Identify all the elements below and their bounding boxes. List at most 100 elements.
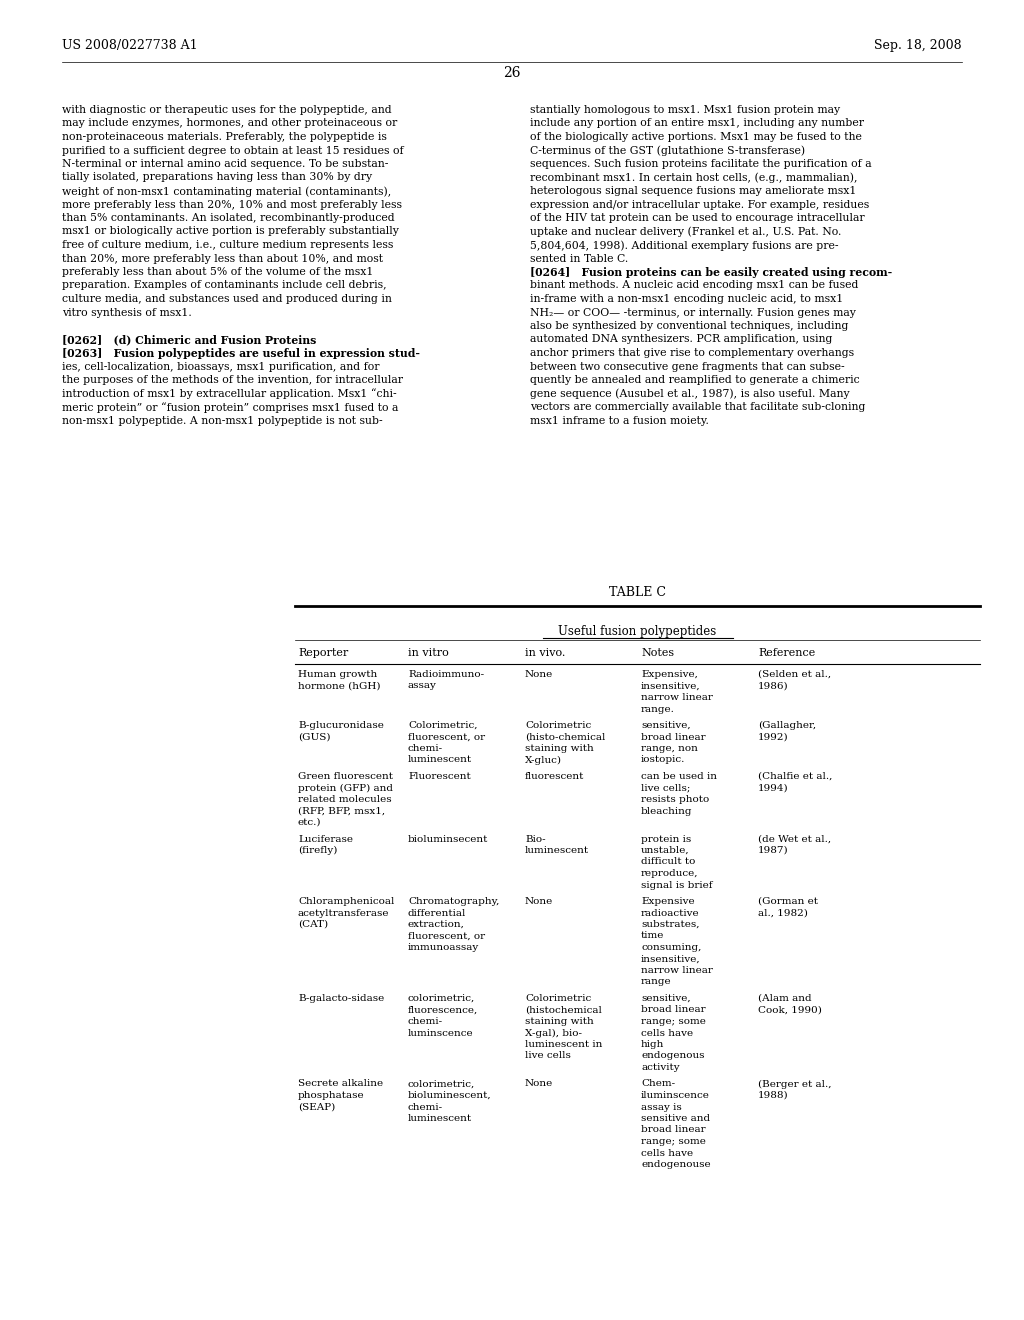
- Text: protein is: protein is: [641, 834, 691, 843]
- Text: X-gluc): X-gluc): [525, 755, 562, 764]
- Text: in-frame with a non-msx1 encoding nucleic acid, to msx1: in-frame with a non-msx1 encoding nuclei…: [530, 294, 843, 304]
- Text: include any portion of an entire msx1, including any number: include any portion of an entire msx1, i…: [530, 119, 864, 128]
- Text: sensitive and: sensitive and: [641, 1114, 710, 1123]
- Text: live cells: live cells: [525, 1052, 570, 1060]
- Text: range.: range.: [641, 705, 675, 714]
- Text: assay is: assay is: [641, 1102, 682, 1111]
- Text: Colorimetric: Colorimetric: [525, 994, 591, 1003]
- Text: tially isolated, preparations having less than 30% by dry: tially isolated, preparations having les…: [62, 173, 372, 182]
- Text: [0262]   (d) Chimeric and Fusion Proteins: [0262] (d) Chimeric and Fusion Proteins: [62, 334, 316, 346]
- Text: signal is brief: signal is brief: [641, 880, 713, 890]
- Text: fluorescence,: fluorescence,: [408, 1006, 478, 1015]
- Text: [0263]   Fusion polypeptides are useful in expression stud-: [0263] Fusion polypeptides are useful in…: [62, 348, 420, 359]
- Text: (Alam and: (Alam and: [758, 994, 812, 1003]
- Text: (histo-chemical: (histo-chemical: [525, 733, 605, 742]
- Text: may include enzymes, hormones, and other proteinaceous or: may include enzymes, hormones, and other…: [62, 119, 397, 128]
- Text: (Gorman et: (Gorman et: [758, 898, 818, 906]
- Text: between two consecutive gene fragments that can subse-: between two consecutive gene fragments t…: [530, 362, 845, 371]
- Text: Expensive,: Expensive,: [641, 671, 698, 678]
- Text: US 2008/0227738 A1: US 2008/0227738 A1: [62, 40, 198, 51]
- Text: stantially homologous to msx1. Msx1 fusion protein may: stantially homologous to msx1. Msx1 fusi…: [530, 106, 840, 115]
- Text: expression and/or intracellular uptake. For example, residues: expression and/or intracellular uptake. …: [530, 199, 869, 210]
- Text: NH₂— or COO— -terminus, or internally. Fusion genes may: NH₂— or COO— -terminus, or internally. F…: [530, 308, 856, 318]
- Text: range; some: range; some: [641, 1016, 706, 1026]
- Text: staining with: staining with: [525, 744, 594, 752]
- Text: than 5% contaminants. An isolated, recombinantly-produced: than 5% contaminants. An isolated, recom…: [62, 213, 394, 223]
- Text: B-glucuronidase: B-glucuronidase: [298, 721, 384, 730]
- Text: fluorescent, or: fluorescent, or: [408, 733, 485, 742]
- Text: chemi-: chemi-: [408, 1016, 443, 1026]
- Text: colorimetric,: colorimetric,: [408, 994, 475, 1003]
- Text: Expensive: Expensive: [641, 898, 694, 906]
- Text: automated DNA synthesizers. PCR amplification, using: automated DNA synthesizers. PCR amplific…: [530, 334, 833, 345]
- Text: hormone (hGH): hormone (hGH): [298, 681, 381, 690]
- Text: Secrete alkaline: Secrete alkaline: [298, 1080, 383, 1089]
- Text: time: time: [641, 932, 665, 940]
- Text: reproduce,: reproduce,: [641, 869, 698, 878]
- Text: chemi-: chemi-: [408, 744, 443, 752]
- Text: None: None: [525, 898, 553, 906]
- Text: endogenous: endogenous: [641, 1052, 705, 1060]
- Text: meric protein” or “fusion protein” comprises msx1 fused to a: meric protein” or “fusion protein” compr…: [62, 403, 398, 413]
- Text: recombinant msx1. In certain host cells, (e.g., mammalian),: recombinant msx1. In certain host cells,…: [530, 173, 857, 183]
- Text: luminescent: luminescent: [408, 755, 472, 764]
- Text: introduction of msx1 by extracellular application. Msx1 “chi-: introduction of msx1 by extracellular ap…: [62, 388, 396, 399]
- Text: fluorescent: fluorescent: [525, 772, 585, 781]
- Text: bioluminsecent: bioluminsecent: [408, 834, 488, 843]
- Text: with diagnostic or therapeutic uses for the polypeptide, and: with diagnostic or therapeutic uses for …: [62, 106, 391, 115]
- Text: etc.): etc.): [298, 818, 322, 828]
- Text: 1994): 1994): [758, 784, 788, 792]
- Text: extraction,: extraction,: [408, 920, 465, 929]
- Text: (de Wet et al.,: (de Wet et al.,: [758, 834, 831, 843]
- Text: Radioimmuno-: Radioimmuno-: [408, 671, 484, 678]
- Text: culture media, and substances used and produced during in: culture media, and substances used and p…: [62, 294, 392, 304]
- Text: (Berger et al.,: (Berger et al.,: [758, 1080, 831, 1089]
- Text: the purposes of the methods of the invention, for intracellular: the purposes of the methods of the inven…: [62, 375, 403, 385]
- Text: uptake and nuclear delivery (Frankel et al., U.S. Pat. No.: uptake and nuclear delivery (Frankel et …: [530, 227, 842, 238]
- Text: quently be annealed and reamplified to generate a chimeric: quently be annealed and reamplified to g…: [530, 375, 859, 385]
- Text: Human growth: Human growth: [298, 671, 377, 678]
- Text: bleaching: bleaching: [641, 807, 692, 816]
- Text: Colorimetric,: Colorimetric,: [408, 721, 477, 730]
- Text: Colorimetric: Colorimetric: [525, 721, 591, 730]
- Text: broad linear: broad linear: [641, 1126, 706, 1134]
- Text: (Selden et al.,: (Selden et al.,: [758, 671, 831, 678]
- Text: Chromatography,: Chromatography,: [408, 898, 500, 906]
- Text: bioluminescent,: bioluminescent,: [408, 1092, 492, 1100]
- Text: more preferably less than 20%, 10% and most preferably less: more preferably less than 20%, 10% and m…: [62, 199, 402, 210]
- Text: than 20%, more preferably less than about 10%, and most: than 20%, more preferably less than abou…: [62, 253, 383, 264]
- Text: (Chalfie et al.,: (Chalfie et al.,: [758, 772, 833, 781]
- Text: of the HIV tat protein can be used to encourage intracellular: of the HIV tat protein can be used to en…: [530, 213, 864, 223]
- Text: resists photo: resists photo: [641, 795, 710, 804]
- Text: vitro synthesis of msx1.: vitro synthesis of msx1.: [62, 308, 191, 318]
- Text: acetyltransferase: acetyltransferase: [298, 908, 389, 917]
- Text: [0264]   Fusion proteins can be easily created using recom-: [0264] Fusion proteins can be easily cre…: [530, 267, 892, 279]
- Text: Chem-: Chem-: [641, 1080, 675, 1089]
- Text: (GUS): (GUS): [298, 733, 331, 742]
- Text: range; some: range; some: [641, 1137, 706, 1146]
- Text: (Gallagher,: (Gallagher,: [758, 721, 816, 730]
- Text: gene sequence (Ausubel et al., 1987), is also useful. Many: gene sequence (Ausubel et al., 1987), is…: [530, 388, 850, 399]
- Text: 1986): 1986): [758, 681, 788, 690]
- Text: protein (GFP) and: protein (GFP) and: [298, 784, 393, 792]
- Text: staining with: staining with: [525, 1016, 594, 1026]
- Text: binant methods. A nucleic acid encoding msx1 can be fused: binant methods. A nucleic acid encoding …: [530, 281, 858, 290]
- Text: 1988): 1988): [758, 1092, 788, 1100]
- Text: cells have: cells have: [641, 1148, 693, 1158]
- Text: Reporter: Reporter: [298, 648, 348, 657]
- Text: preferably less than about 5% of the volume of the msx1: preferably less than about 5% of the vol…: [62, 267, 374, 277]
- Text: Cook, 1990): Cook, 1990): [758, 1006, 822, 1015]
- Text: (RFP, BFP, msx1,: (RFP, BFP, msx1,: [298, 807, 385, 816]
- Text: 1992): 1992): [758, 733, 788, 742]
- Text: broad linear: broad linear: [641, 1006, 706, 1015]
- Text: assay: assay: [408, 681, 437, 690]
- Text: (SEAP): (SEAP): [298, 1102, 335, 1111]
- Text: iluminscence: iluminscence: [641, 1092, 710, 1100]
- Text: Reference: Reference: [758, 648, 815, 657]
- Text: broad linear: broad linear: [641, 733, 706, 742]
- Text: msx1 inframe to a fusion moiety.: msx1 inframe to a fusion moiety.: [530, 416, 709, 425]
- Text: 1987): 1987): [758, 846, 788, 855]
- Text: ies, cell-localization, bioassays, msx1 purification, and for: ies, cell-localization, bioassays, msx1 …: [62, 362, 380, 371]
- Text: anchor primers that give rise to complementary overhangs: anchor primers that give rise to complem…: [530, 348, 854, 358]
- Text: high: high: [641, 1040, 665, 1049]
